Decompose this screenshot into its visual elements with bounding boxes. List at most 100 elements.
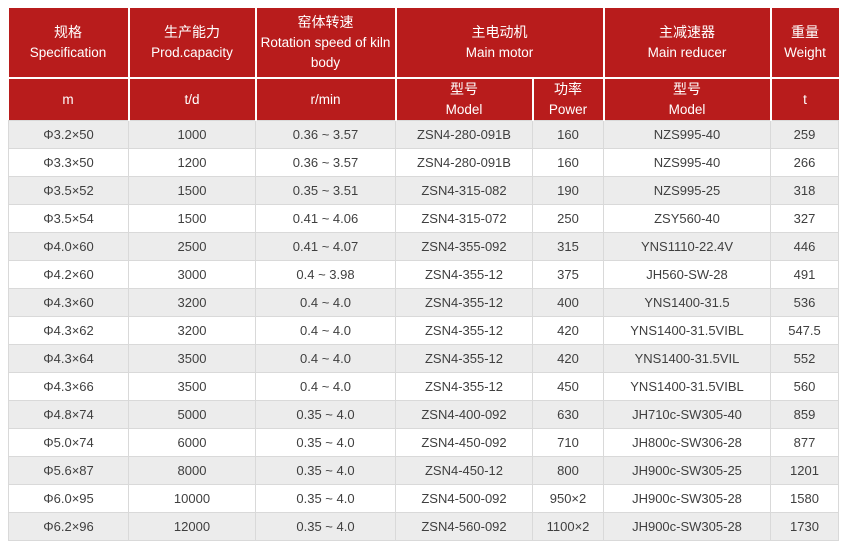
cell-capacity: 2500 [128, 232, 256, 261]
cell-weight: 491 [770, 260, 839, 289]
cell-motor-model: ZSN4-450-12 [395, 456, 533, 485]
col-motor-en: Main motor [465, 45, 534, 60]
col-rotation-en: Rotation speed of kiln body [260, 35, 391, 70]
col-motor-zh: 主电动机 [471, 24, 528, 40]
cell-motor-model: ZSN4-280-091B [395, 148, 533, 177]
cell-reducer-model: YNS1400-31.5VIL [603, 344, 771, 373]
cell-motor-power: 800 [532, 456, 604, 485]
subcol-reducer-model-zh: 型号 [673, 81, 701, 97]
cell-specification: Φ6.0×95 [8, 484, 129, 513]
cell-motor-model: ZSN4-355-12 [395, 288, 533, 317]
cell-weight: 859 [770, 400, 839, 429]
cell-weight: 552 [770, 344, 839, 373]
cell-weight: 259 [770, 120, 839, 149]
cell-motor-model: ZSN4-315-072 [395, 204, 533, 233]
cell-capacity: 3200 [128, 288, 256, 317]
col-rotation-zh: 窑体转速 [297, 14, 354, 30]
cell-specification: Φ4.3×64 [8, 344, 129, 373]
cell-weight: 1201 [770, 456, 839, 485]
cell-capacity: 1500 [128, 204, 256, 233]
table-row: Φ5.0×74 6000 0.35 ~ 4.0 ZSN4-450-092 710 JH80… [8, 428, 839, 457]
cell-weight: 536 [770, 288, 839, 317]
kiln-spec-table: 规格 Specification 生产能力 Prod.capacity 窑体转速… [8, 8, 839, 541]
cell-motor-model: ZSN4-450-092 [395, 428, 533, 457]
subcol-reducer-model: 型号 Model [602, 77, 772, 121]
cell-motor-model: ZSN4-280-091B [395, 120, 533, 149]
cell-motor-power: 450 [532, 372, 604, 401]
header-row-units: m t/d r/min 型号 Model 功率 Power 型号 [8, 77, 839, 121]
cell-rotation-speed: 0.35 ~ 4.0 [255, 456, 396, 485]
cell-reducer-model: ZSY560-40 [603, 204, 771, 233]
cell-reducer-model: YNS1400-31.5VIBL [603, 372, 771, 401]
cell-rotation-speed: 0.4 ~ 4.0 [255, 316, 396, 345]
cell-rotation-speed: 0.35 ~ 3.51 [255, 176, 396, 205]
cell-motor-model: ZSN4-355-092 [395, 232, 533, 261]
cell-specification: Φ4.0×60 [8, 232, 129, 261]
cell-rotation-speed: 0.41 ~ 4.07 [255, 232, 396, 261]
cell-weight: 547.5 [770, 316, 839, 345]
cell-reducer-model: NZS995-40 [603, 120, 771, 149]
cell-specification: Φ4.3×60 [8, 288, 129, 317]
cell-reducer-model: JH900c-SW305-28 [603, 512, 771, 541]
cell-reducer-model: JH560-SW-28 [603, 260, 771, 289]
cell-weight: 560 [770, 372, 839, 401]
cell-motor-model: ZSN4-315-082 [395, 176, 533, 205]
col-specification-zh: 规格 [54, 24, 82, 40]
cell-specification: Φ3.5×52 [8, 176, 129, 205]
cell-capacity: 6000 [128, 428, 256, 457]
subcol-reducer-model-en: Model [668, 102, 706, 117]
cell-motor-model: ZSN4-400-092 [395, 400, 533, 429]
cell-rotation-speed: 0.36 ~ 3.57 [255, 148, 396, 177]
col-capacity-zh: 生产能力 [164, 24, 220, 40]
cell-rotation-speed: 0.35 ~ 4.0 [255, 428, 396, 457]
cell-motor-power: 160 [532, 120, 604, 149]
cell-motor-power: 950×2 [532, 484, 604, 513]
cell-specification: Φ5.0×74 [8, 428, 129, 457]
col-weight-en: Weight [784, 45, 826, 60]
subcol-motor-power-en: Power [548, 102, 588, 117]
table-row: Φ6.2×96 12000 0.35 ~ 4.0 ZSN4-560-092 1100×2… [8, 512, 839, 541]
cell-specification: Φ4.8×74 [8, 400, 129, 429]
cell-specification: Φ5.6×87 [8, 456, 129, 485]
col-header-specification: 规格 Specification [8, 8, 130, 79]
table-row: Φ4.3×64 3500 0.4 ~ 4.0 ZSN4-355-12 420 YNS140… [8, 344, 839, 373]
cell-motor-power: 400 [532, 288, 604, 317]
cell-motor-model: ZSN4-355-12 [395, 344, 533, 373]
cell-rotation-speed: 0.35 ~ 4.0 [255, 400, 396, 429]
cell-rotation-speed: 0.36 ~ 3.57 [255, 120, 396, 149]
cell-weight: 327 [770, 204, 839, 233]
cell-rotation-speed: 0.4 ~ 3.98 [255, 260, 396, 289]
cell-rotation-speed: 0.41 ~ 4.06 [255, 204, 396, 233]
cell-motor-power: 190 [532, 176, 604, 205]
table-row: Φ4.3×66 3500 0.4 ~ 4.0 ZSN4-355-12 450 YNS140… [8, 372, 839, 401]
cell-specification: Φ4.3×66 [8, 372, 129, 401]
subcol-motor-power: 功率 Power [531, 77, 605, 121]
unit-specification: m [8, 77, 130, 121]
cell-specification: Φ3.5×54 [8, 204, 129, 233]
unit-rotation-label: r/min [310, 91, 341, 107]
col-capacity-en: Prod.capacity [151, 45, 233, 60]
unit-weight-label: t [803, 91, 807, 107]
table-row: Φ3.2×50 1000 0.36 ~ 3.57 ZSN4-280-091B 160 NZ… [8, 120, 839, 149]
unit-capacity: t/d [127, 77, 257, 121]
cell-motor-power: 375 [532, 260, 604, 289]
col-header-main-motor: 主电动机 Main motor [394, 8, 605, 79]
cell-reducer-model: JH710c-SW305-40 [603, 400, 771, 429]
col-specification-en: Specification [29, 45, 107, 60]
table-row: Φ3.3×50 1200 0.36 ~ 3.57 ZSN4-280-091B 160 NZ… [8, 148, 839, 177]
cell-rotation-speed: 0.4 ~ 4.0 [255, 288, 396, 317]
col-header-weight: 重量 Weight [769, 8, 839, 79]
unit-weight: t [769, 77, 839, 121]
cell-capacity: 1200 [128, 148, 256, 177]
unit-capacity-label: t/d [184, 91, 200, 107]
cell-capacity: 1500 [128, 176, 256, 205]
cell-capacity: 3000 [128, 260, 256, 289]
subcol-motor-model-zh: 型号 [450, 81, 478, 97]
cell-motor-power: 710 [532, 428, 604, 457]
col-header-rotation-speed: 窑体转速 Rotation speed of kiln body [254, 8, 397, 79]
cell-rotation-speed: 0.4 ~ 4.0 [255, 372, 396, 401]
cell-reducer-model: NZS995-40 [603, 148, 771, 177]
col-reducer-en: Main reducer [647, 45, 727, 60]
unit-rotation: r/min [254, 77, 397, 121]
